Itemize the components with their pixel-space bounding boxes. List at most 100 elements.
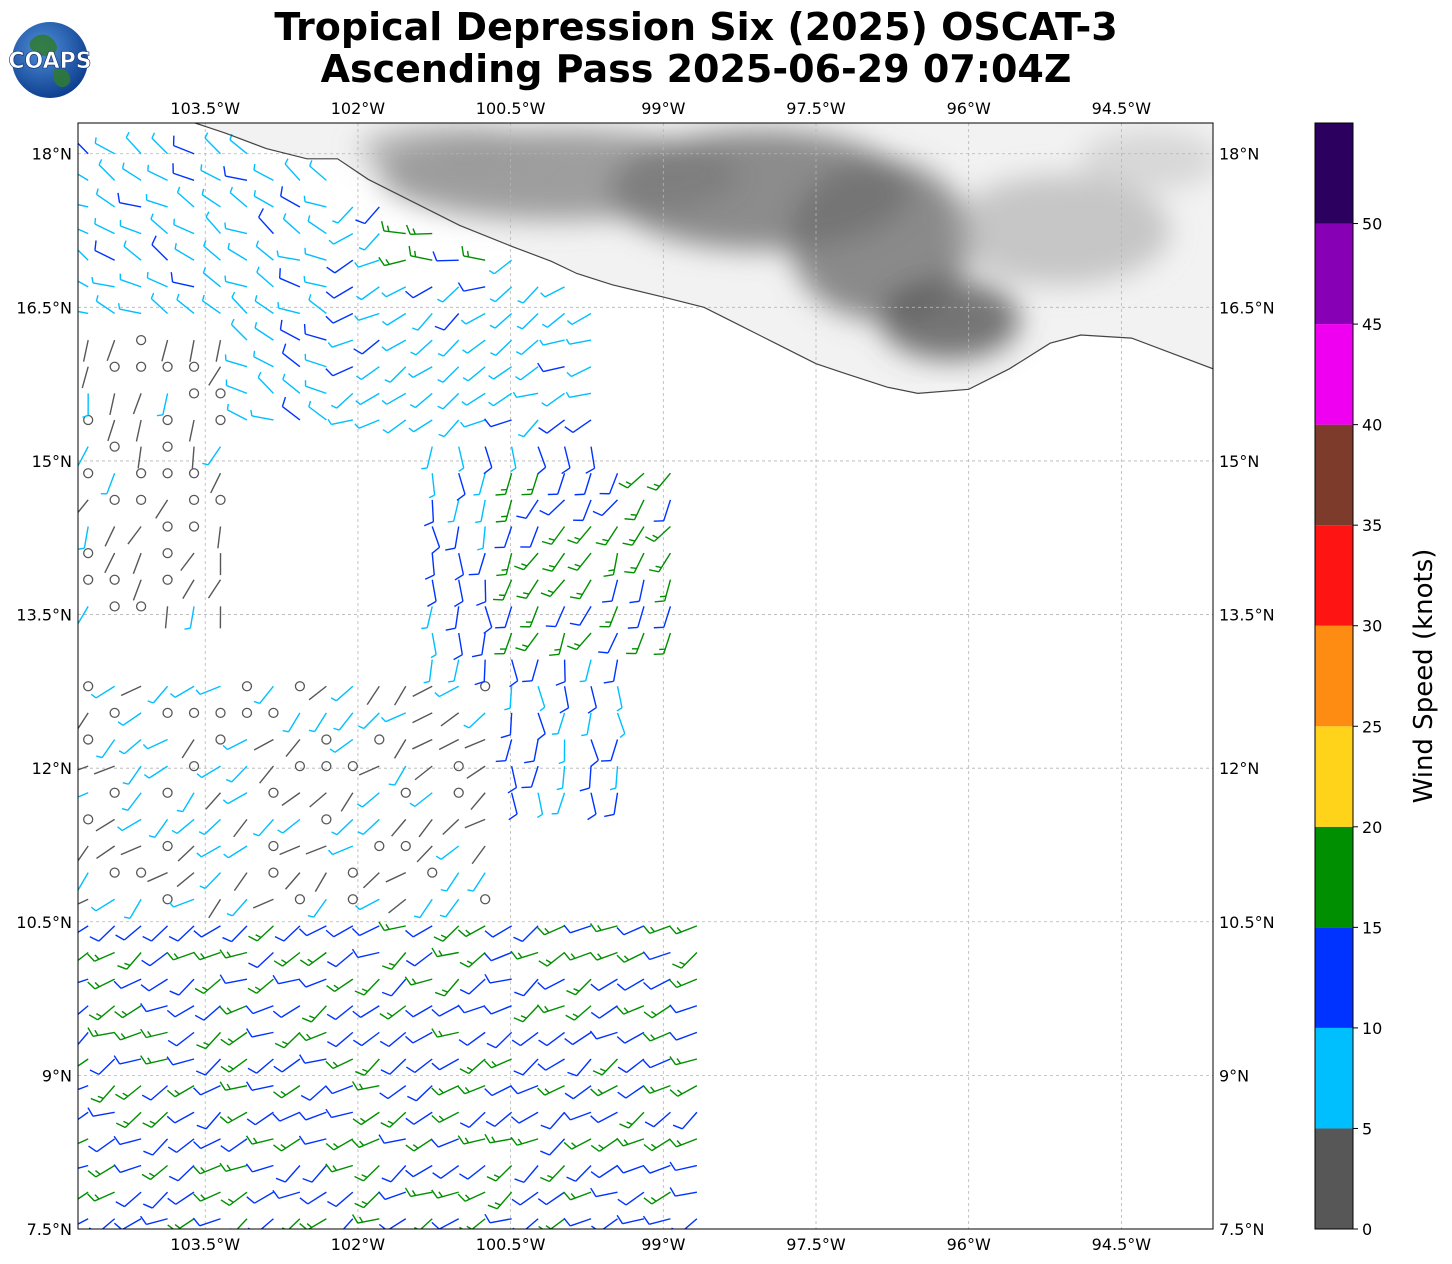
wind-barb [192, 951, 221, 961]
wind-barb [330, 685, 354, 702]
barb-staff [106, 472, 116, 495]
barb-staff [201, 765, 221, 779]
barb-staff [572, 419, 592, 434]
barb-staff [200, 169, 221, 181]
barb-full [220, 1038, 230, 1046]
barb-staff [280, 1005, 301, 1018]
barb-full [113, 1135, 121, 1145]
barb-staff [78, 765, 89, 771]
barb-staff [178, 978, 195, 996]
barb-half [176, 186, 181, 193]
wind-barb [115, 925, 142, 941]
wind-barb [440, 872, 460, 892]
wind-barb [113, 1031, 142, 1041]
wind-barb [233, 818, 248, 838]
barb-half [558, 760, 565, 765]
wind-barb [598, 632, 619, 654]
barb-staff [467, 366, 486, 382]
barb-staff [124, 1111, 142, 1128]
barb-full [325, 1085, 333, 1094]
barb-staff [106, 339, 116, 362]
barb-full [113, 1055, 121, 1065]
barb-staff [598, 1005, 618, 1019]
wind-barb [219, 1111, 248, 1124]
barb-staff [675, 1191, 698, 1197]
barb-staff [391, 952, 407, 970]
wind-barb [589, 923, 618, 933]
wind-barb [132, 393, 142, 415]
wind-barb [394, 685, 407, 706]
barb-half [201, 294, 205, 301]
barb-staff [493, 392, 513, 407]
barb-half [254, 322, 258, 329]
barb-staff [633, 499, 645, 521]
wind-barb [273, 951, 301, 967]
barb-staff [203, 978, 221, 994]
barb-half [174, 242, 177, 250]
barb-half [421, 627, 428, 630]
barb-full [298, 979, 307, 988]
barb-half [544, 927, 550, 934]
barb-half [384, 379, 391, 383]
barb-staff [655, 472, 671, 491]
wind-barb [460, 312, 486, 325]
barb-full [299, 1054, 306, 1064]
barb-half [117, 303, 121, 310]
wind-barb [188, 707, 200, 719]
barb-staff [258, 216, 274, 235]
wind-barb [484, 1005, 512, 1015]
wind-barb [174, 242, 195, 261]
colorbar-tick-label: 25 [1362, 717, 1382, 736]
barb-half [282, 729, 289, 733]
barb-staff [361, 1031, 380, 1047]
wind-barb [617, 1058, 645, 1074]
wind-barb [511, 1191, 539, 1206]
barb-full [381, 991, 392, 997]
barb-half [512, 391, 518, 398]
wind-barb [194, 978, 221, 995]
wind-barb [135, 601, 147, 612]
barb-staff [548, 499, 566, 516]
barb-staff [650, 978, 671, 990]
barb-staff [509, 686, 513, 709]
wind-barb [405, 286, 433, 299]
barb-staff [590, 739, 599, 761]
barb-staff [189, 339, 195, 362]
wind-barb [141, 1085, 169, 1101]
wind-barb [405, 224, 433, 235]
barb-staff [625, 1085, 645, 1099]
barb-full [566, 645, 577, 651]
barb-full [115, 1122, 126, 1129]
calm-circle [427, 867, 438, 878]
wind-barb [140, 1003, 168, 1013]
wind-barb [619, 1111, 645, 1129]
barb-full [113, 1031, 121, 1041]
barb-staff [309, 792, 327, 808]
wind-barb [567, 552, 592, 571]
wind-barb [88, 1138, 116, 1153]
barb-staff [280, 329, 301, 341]
wind-barb [404, 976, 433, 986]
barb-half [64, 797, 68, 801]
wind-barb [351, 948, 380, 959]
barb-staff [468, 712, 486, 729]
barb-half [94, 217, 97, 225]
barb-full [279, 319, 283, 330]
barb-staff [465, 312, 486, 325]
barb-staff [335, 1031, 354, 1048]
barb-staff [443, 313, 460, 331]
wind-barb [355, 206, 380, 225]
barb-full [541, 540, 552, 545]
terrain-layer [195, 123, 1213, 394]
barb-half [329, 748, 336, 753]
barb-half [410, 351, 417, 356]
barb-staff [649, 1164, 671, 1174]
barb-full [563, 1111, 571, 1121]
wind-barb [274, 925, 301, 942]
wind-barb [195, 685, 221, 696]
wind-barb [223, 845, 248, 859]
barb-half [327, 342, 333, 348]
wind-barb [328, 232, 354, 245]
barb-full [424, 574, 435, 580]
barb-staff [253, 169, 274, 181]
